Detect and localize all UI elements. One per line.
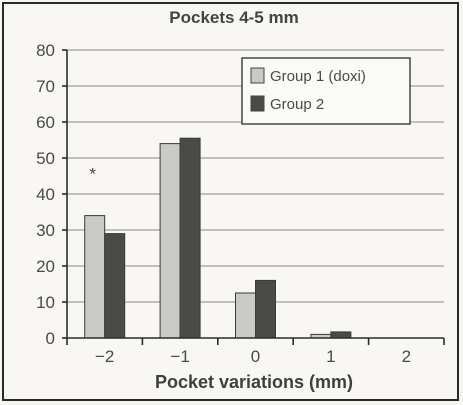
y-tick-label: 10 [36, 293, 55, 312]
y-tick-label: 40 [36, 185, 55, 204]
x-tick-label: 0 [251, 347, 260, 366]
y-tick-label: 20 [36, 257, 55, 276]
bar-series-1-1 [159, 143, 181, 339]
x-tick-label: −1 [170, 347, 189, 366]
y-tick-label: 0 [46, 329, 55, 348]
legend-swatch-group-1 [250, 67, 265, 84]
chart-title: Pockets 4-5 mm [169, 8, 298, 27]
bar-series-2-2 [255, 279, 276, 339]
tick-labels: 0 10 20 30 40 50 60 70 80 −2 −1 0 1 2 [36, 41, 411, 366]
x-tick-label: 2 [402, 347, 411, 366]
y-tick-label: 70 [36, 77, 55, 96]
bar-series-1-0 [84, 215, 106, 339]
legend-label-group-1: Group 1 (doxi) [270, 68, 366, 85]
y-tick-label: 30 [36, 221, 55, 240]
x-axis-label: Pocket variations (mm) [155, 372, 353, 392]
y-tick-label: 60 [36, 113, 55, 132]
legend-swatch-group-2 [250, 95, 265, 112]
significance-marker: * [89, 165, 96, 184]
legend: Group 1 (doxi) Group 2 [241, 57, 411, 125]
y-tick-label: 80 [36, 41, 55, 60]
bar-series-1-2 [235, 292, 256, 339]
bar-series-2-1 [179, 137, 201, 339]
legend-box [241, 57, 411, 125]
x-tick-label: 1 [326, 347, 335, 366]
bar-series-2-3 [330, 331, 352, 339]
chart-figure: 0 10 20 30 40 50 60 70 80 −2 −1 0 1 2 Pockets 4-5 mm … [2, 2, 459, 401]
annotations: * [89, 165, 96, 184]
legend-label-group-2: Group 2 [270, 96, 324, 113]
x-tick-label: −2 [95, 347, 114, 366]
axes [62, 49, 445, 345]
y-tick-label: 50 [36, 149, 55, 168]
bar-series-2-0 [104, 233, 126, 339]
bars [84, 137, 352, 339]
